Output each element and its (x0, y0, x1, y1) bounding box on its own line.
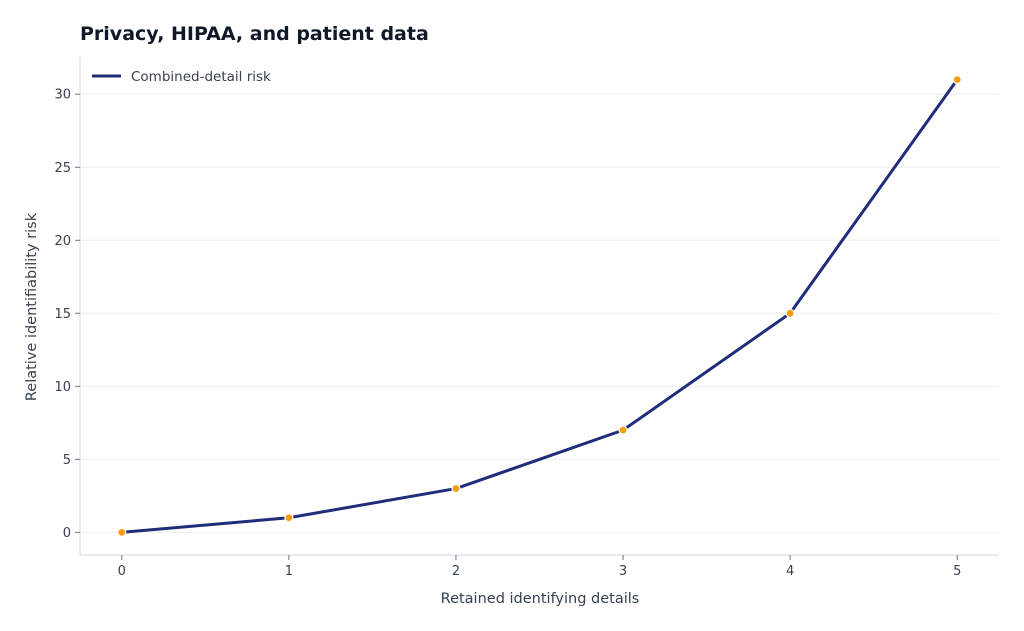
y-tick-label: 20 (54, 234, 71, 249)
data-point (785, 308, 795, 318)
grid-lines (80, 93, 999, 533)
x-tick-label: 1 (285, 564, 293, 579)
x-tick-label: 4 (786, 564, 794, 579)
legend-label: Combined-detail risk (131, 69, 271, 85)
legend: Combined-detail risk (92, 69, 271, 85)
x-tick-label: 5 (953, 564, 961, 579)
data-point (618, 425, 628, 435)
x-tick-label: 3 (619, 564, 627, 579)
axes (79, 57, 999, 556)
y-tick-label: 15 (54, 307, 71, 322)
y-tick-label: 30 (54, 88, 71, 103)
chart-title: Privacy, HIPAA, and patient data (80, 23, 429, 45)
x-tick-label: 2 (452, 564, 460, 579)
x-tick-label: 0 (118, 564, 126, 579)
x-axis-label: Retained identifying details (441, 591, 640, 607)
y-axis-label: Relative identifiability risk (24, 212, 40, 401)
y-tick-label: 25 (54, 161, 71, 176)
data-point (117, 527, 127, 537)
data-point (284, 513, 294, 523)
series-line (120, 78, 959, 534)
y-tick-label: 5 (63, 453, 71, 468)
data-point (952, 75, 962, 85)
data-point (451, 483, 461, 494)
series-layer (117, 75, 962, 537)
y-tick-label: 10 (54, 380, 71, 395)
y-tick-label: 0 (63, 526, 71, 541)
x-axis-ticks: 0 1 2 3 4 5 (118, 555, 961, 579)
y-axis-ticks: 0 5 10 15 20 25 30 (54, 88, 80, 541)
